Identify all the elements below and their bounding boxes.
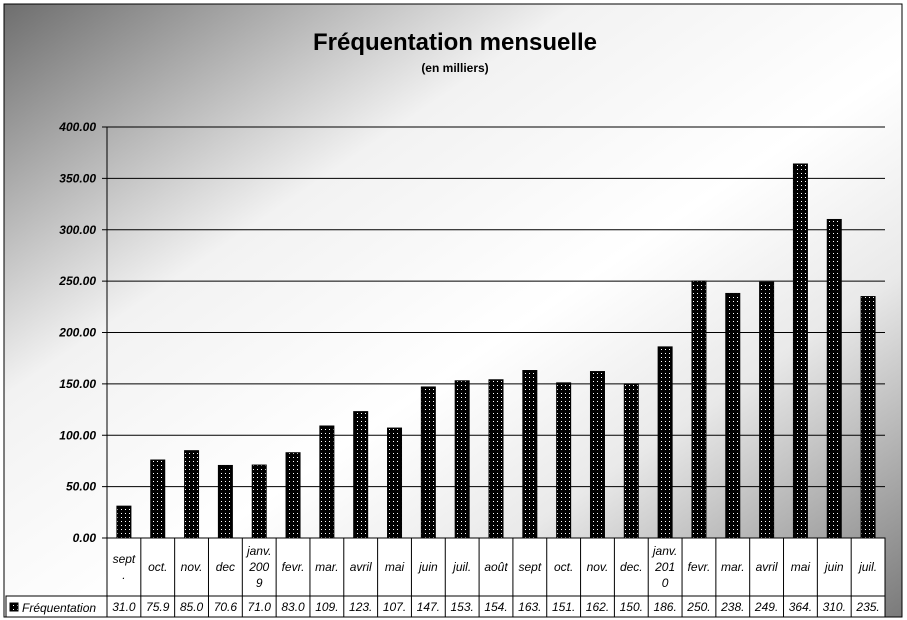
bars <box>116 163 876 539</box>
category-label: 0 <box>662 576 669 590</box>
category-label: fevr. <box>282 560 305 574</box>
category-label: 201 <box>654 560 675 574</box>
value-cell: 70.6 <box>214 600 238 614</box>
category-label: mai <box>791 560 811 574</box>
bar <box>217 464 233 539</box>
category-label: juin <box>823 560 844 574</box>
category-label: 200 <box>248 560 269 574</box>
value-cell: 238. <box>720 600 744 614</box>
category-label: 9 <box>256 576 263 590</box>
value-cell: 310. <box>823 600 846 614</box>
y-tick-label: 150.00 <box>59 377 96 391</box>
value-cell: 235. <box>855 600 879 614</box>
value-cell: 364. <box>789 600 812 614</box>
category-label: dec <box>216 560 235 574</box>
category-label: oct. <box>148 560 167 574</box>
bar <box>860 296 876 539</box>
chart-title: Fréquentation mensuelle <box>313 29 597 56</box>
y-axis-ticks: 0.00 50.00 100.00 150.00 200.00 250.00 300.00 3… <box>58 120 96 545</box>
category-label: avril <box>756 560 778 574</box>
category-label: mar. <box>721 560 745 574</box>
bar <box>488 379 504 539</box>
y-tick-label: 200.00 <box>58 326 96 340</box>
value-cell: 123. <box>349 600 372 614</box>
value-cell: 162. <box>586 600 609 614</box>
bar <box>353 411 369 539</box>
value-cell: 107. <box>383 600 406 614</box>
category-label: janv. <box>651 544 677 558</box>
value-cell: 154. <box>484 600 507 614</box>
category-label: mar. <box>315 560 339 574</box>
legend-key <box>9 602 19 612</box>
category-label: fevr. <box>688 560 711 574</box>
bar <box>826 218 842 539</box>
value-cell: 153. <box>450 600 473 614</box>
category-label: août <box>484 560 508 574</box>
bar <box>251 464 267 539</box>
value-cell: 31.0 <box>112 600 136 614</box>
bar <box>759 281 775 539</box>
bar <box>454 380 470 539</box>
bar <box>725 292 741 539</box>
value-cell: 250. <box>686 600 710 614</box>
value-cell: 109. <box>315 600 338 614</box>
bar <box>420 386 436 539</box>
value-cell: 75.9 <box>146 600 170 614</box>
bar <box>657 346 673 539</box>
bar <box>285 452 301 539</box>
y-tick-label: 50.00 <box>66 480 96 494</box>
category-label: . <box>122 568 125 582</box>
value-cell: 150. <box>620 600 643 614</box>
category-label: nov. <box>181 560 203 574</box>
bar <box>623 383 639 539</box>
chart-subtitle: (en milliers) <box>421 61 488 75</box>
value-cell: 186. <box>653 600 676 614</box>
category-label: sept <box>518 560 541 574</box>
value-cell: 151. <box>552 600 575 614</box>
category-label: nov. <box>587 560 609 574</box>
data-table: sept. 31.0 oct. 75.9 nov. 85.0 dec 70.6 janv. 200… <box>5 537 886 618</box>
value-cell: 249. <box>754 600 778 614</box>
bar <box>792 163 808 539</box>
category-label: oct. <box>554 560 573 574</box>
y-tick-label: 400.00 <box>58 120 96 134</box>
bar <box>589 371 605 539</box>
category-label: dec. <box>620 560 643 574</box>
value-cell: 71.0 <box>248 600 272 614</box>
bar <box>522 370 538 539</box>
value-cell: 147. <box>417 600 440 614</box>
y-tick-label: 300.00 <box>59 223 96 237</box>
category-label: juil. <box>857 560 877 574</box>
y-tick-label: 0.00 <box>73 531 97 545</box>
table-frame <box>106 537 886 597</box>
category-label: avril <box>350 560 372 574</box>
category-label: juil. <box>451 560 471 574</box>
y-tick-label: 100.00 <box>59 428 96 442</box>
value-cell: 163. <box>518 600 541 614</box>
category-label: sept <box>113 552 136 566</box>
bar <box>150 459 166 539</box>
bar <box>387 427 403 539</box>
bar <box>556 382 572 539</box>
y-tick-label: 350.00 <box>59 171 96 185</box>
category-label: janv. <box>245 544 271 558</box>
y-tick-label: 250.00 <box>58 274 96 288</box>
bar <box>184 450 200 539</box>
legend-series-name: Fréquentation <box>22 601 96 615</box>
bar <box>116 505 132 539</box>
value-cell: 85.0 <box>180 600 204 614</box>
value-cell: 83.0 <box>281 600 305 614</box>
bar <box>691 280 707 539</box>
bar <box>319 425 335 539</box>
category-label: mai <box>385 560 405 574</box>
category-label: juin <box>417 560 438 574</box>
